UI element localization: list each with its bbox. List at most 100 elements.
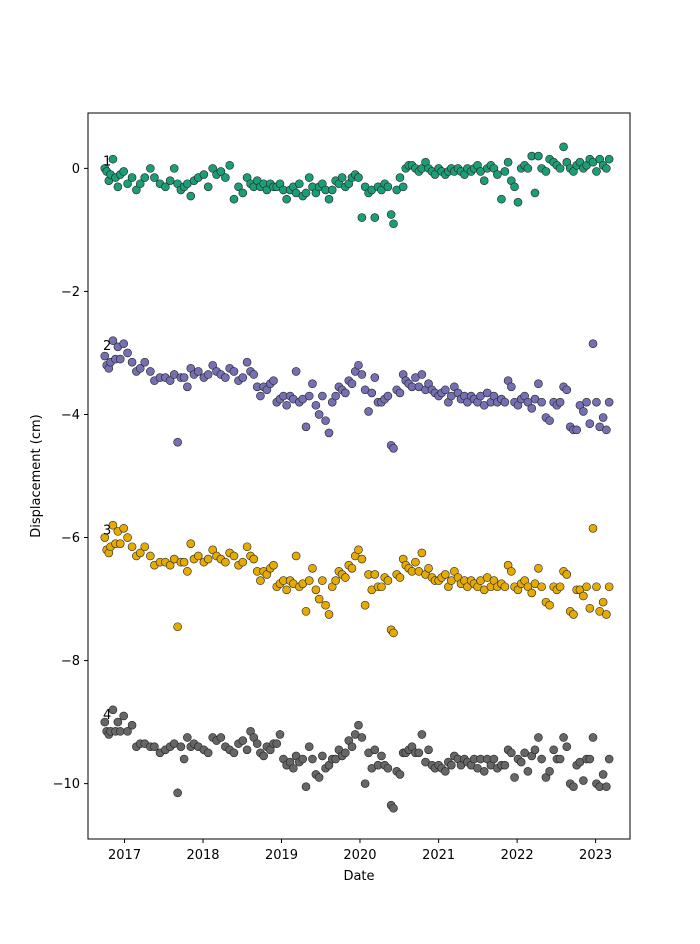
data-point: [314, 773, 324, 782]
data-point: [417, 548, 427, 558]
data-point: [367, 388, 377, 398]
data-point: [203, 748, 213, 758]
data-point: [269, 560, 278, 570]
data-point: [108, 336, 118, 345]
data-point: [559, 733, 568, 742]
data-point: [301, 188, 311, 198]
data-point: [602, 782, 611, 792]
data-point: [537, 754, 546, 764]
data-point: [395, 573, 405, 582]
data-point: [132, 185, 141, 195]
data-point: [272, 739, 282, 748]
data-point: [507, 382, 516, 392]
data-point: [221, 557, 230, 567]
x-tick-label: 2017: [108, 848, 141, 863]
data-point: [108, 520, 118, 530]
data-point: [592, 397, 601, 407]
data-point: [497, 194, 506, 204]
data-point: [304, 391, 314, 401]
data-point: [259, 751, 268, 761]
data-point: [321, 600, 330, 610]
data-point: [585, 419, 595, 429]
x-tick-label: 2019: [265, 848, 298, 863]
data-point: [208, 164, 217, 173]
data-point: [304, 173, 314, 182]
data-point: [541, 167, 551, 176]
data-point: [318, 751, 327, 761]
data-point: [119, 167, 128, 176]
data-point: [507, 748, 516, 758]
data-point: [604, 754, 614, 764]
data-point: [331, 576, 340, 585]
data-point: [165, 376, 175, 385]
data-point: [314, 594, 324, 604]
data-point: [100, 533, 110, 542]
data-point: [523, 397, 533, 407]
series-label-1: 1: [103, 154, 111, 169]
data-point: [604, 154, 614, 164]
data-point: [500, 397, 510, 407]
data-point: [127, 720, 137, 730]
data-point: [534, 151, 543, 161]
plot-area: [100, 142, 614, 813]
data-point: [545, 600, 554, 610]
data-point: [238, 373, 248, 382]
data-point: [598, 597, 608, 607]
data-point: [341, 748, 350, 758]
data-point: [119, 339, 128, 349]
data-point: [123, 348, 132, 358]
data-point: [115, 539, 125, 548]
data-point: [383, 391, 393, 401]
data-point: [324, 194, 334, 204]
data-point: [370, 373, 380, 382]
data-point: [216, 733, 226, 742]
data-point: [604, 397, 614, 407]
data-point: [585, 603, 595, 613]
data-point: [289, 763, 298, 773]
data-point: [183, 382, 192, 392]
data-point: [598, 413, 608, 422]
data-point: [510, 182, 519, 192]
series-2: [100, 336, 614, 453]
data-point: [225, 161, 234, 170]
data-point: [347, 742, 357, 752]
data-point: [179, 557, 189, 567]
data-point: [530, 188, 540, 198]
data-point: [291, 367, 301, 376]
data-point: [602, 610, 611, 619]
data-point: [389, 803, 398, 813]
data-point: [242, 745, 252, 755]
data-point: [357, 733, 367, 742]
data-point: [119, 523, 128, 533]
data-point: [229, 194, 239, 204]
series-3: [100, 520, 614, 638]
data-point: [395, 173, 405, 182]
data-point: [395, 770, 405, 779]
data-point: [360, 600, 370, 610]
data-point: [441, 767, 450, 776]
data-point: [146, 164, 155, 173]
data-point: [598, 770, 608, 779]
y-axis: 0 −2 −4 −6 −8 −10: [53, 162, 88, 792]
data-point: [249, 370, 259, 379]
data-point: [370, 570, 380, 579]
data-point: [513, 197, 523, 207]
data-point: [527, 588, 537, 598]
data-point: [516, 757, 526, 767]
data-point: [331, 391, 340, 401]
data-point: [193, 367, 203, 376]
data-point: [229, 367, 239, 376]
data-point: [530, 745, 540, 755]
data-point: [592, 582, 601, 592]
data-point: [183, 567, 192, 576]
data-point: [534, 563, 543, 573]
data-point: [301, 422, 311, 432]
data-point: [269, 376, 278, 385]
data-point: [537, 397, 546, 407]
data-point: [545, 767, 554, 776]
series-label-4: 4: [103, 708, 111, 723]
data-point: [347, 563, 357, 573]
data-point: [135, 179, 145, 189]
data-point: [441, 570, 450, 579]
